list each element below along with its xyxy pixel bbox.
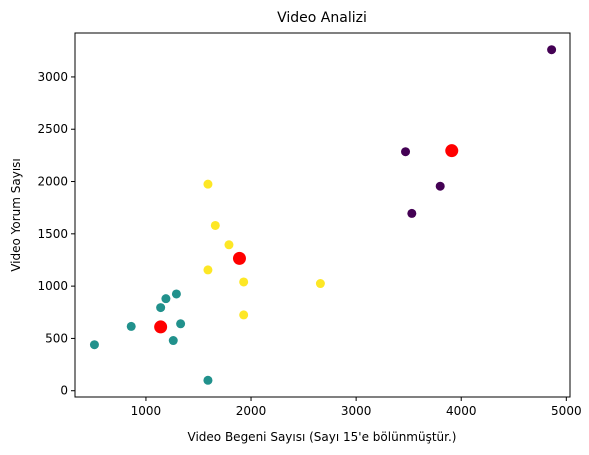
data-point (547, 45, 557, 55)
data-point (224, 240, 234, 250)
data-point (171, 289, 181, 299)
x-axis: 1000 2000 3000 4000 5000 (131, 397, 582, 418)
data-point (156, 303, 166, 313)
y-tick-label: 1000 (37, 279, 68, 293)
centroid-point (445, 144, 459, 158)
data-point (203, 179, 213, 189)
points-layer (89, 45, 557, 385)
y-tick-label: 1500 (37, 227, 68, 241)
data-point (89, 340, 99, 350)
x-tick-label: 4000 (446, 404, 477, 418)
plot-frame (74, 32, 571, 398)
y-axis: 0 500 1000 1500 2000 2500 3000 (37, 70, 75, 398)
data-point (210, 220, 220, 230)
data-point (401, 147, 411, 157)
chart-title: Video Analizi (277, 10, 367, 26)
data-point (239, 310, 249, 320)
x-axis-label: Video Begeni Sayısı (Sayı 15'e bölünmüşt… (188, 430, 457, 444)
y-tick-label: 0 (60, 384, 68, 398)
y-tick-label: 3000 (37, 70, 68, 84)
data-point (407, 208, 417, 218)
data-point (161, 294, 171, 304)
data-point (203, 375, 213, 385)
data-point (176, 319, 186, 329)
x-tick-label: 5000 (551, 404, 582, 418)
data-point (315, 279, 325, 289)
x-tick-label: 1000 (131, 404, 162, 418)
y-axis-label: Video Yorum Sayısı (9, 158, 23, 272)
centroid-point (154, 320, 168, 334)
y-tick-label: 2000 (37, 175, 68, 189)
data-point (239, 277, 249, 287)
data-point (126, 321, 136, 331)
y-tick-label: 500 (45, 331, 68, 345)
data-point (168, 336, 178, 346)
data-point (203, 265, 213, 275)
x-tick-label: 2000 (236, 404, 267, 418)
data-point (435, 181, 445, 191)
x-tick-label: 3000 (341, 404, 372, 418)
y-tick-label: 2500 (37, 122, 68, 136)
centroid-point (232, 251, 246, 265)
